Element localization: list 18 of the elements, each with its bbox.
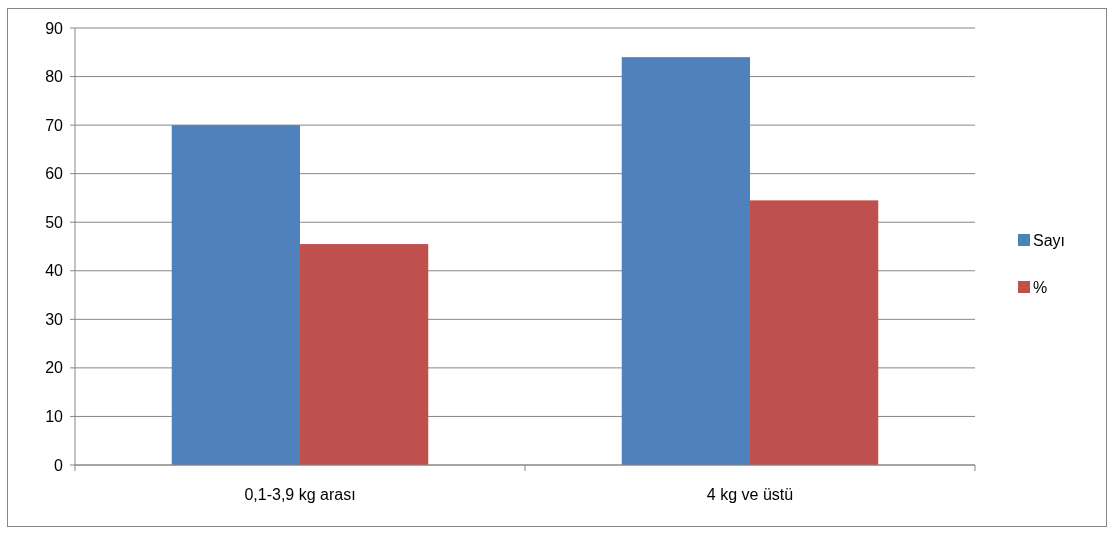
- bar: [621, 57, 750, 465]
- y-tick-label: 90: [45, 19, 64, 37]
- bar: [750, 200, 879, 465]
- x-tick-label: 0,1-3,9 kg arası: [244, 486, 356, 503]
- y-tick-label: 50: [45, 213, 64, 231]
- y-tick-label: 80: [45, 68, 64, 86]
- bar: [300, 244, 429, 465]
- y-tick-label: 20: [45, 359, 64, 377]
- y-tick-label: 0: [54, 456, 64, 474]
- y-tick-label: 30: [45, 310, 64, 328]
- y-tick-label: 70: [45, 116, 64, 134]
- legend-label: %: [1033, 278, 1048, 296]
- legend-label: Sayı: [1033, 231, 1066, 249]
- y-tick-label: 60: [45, 165, 64, 183]
- y-tick-label: 40: [45, 262, 64, 280]
- y-tick-label: 10: [45, 408, 64, 426]
- x-tick-label: 4 kg ve üstü: [706, 486, 794, 503]
- bar: [171, 125, 300, 465]
